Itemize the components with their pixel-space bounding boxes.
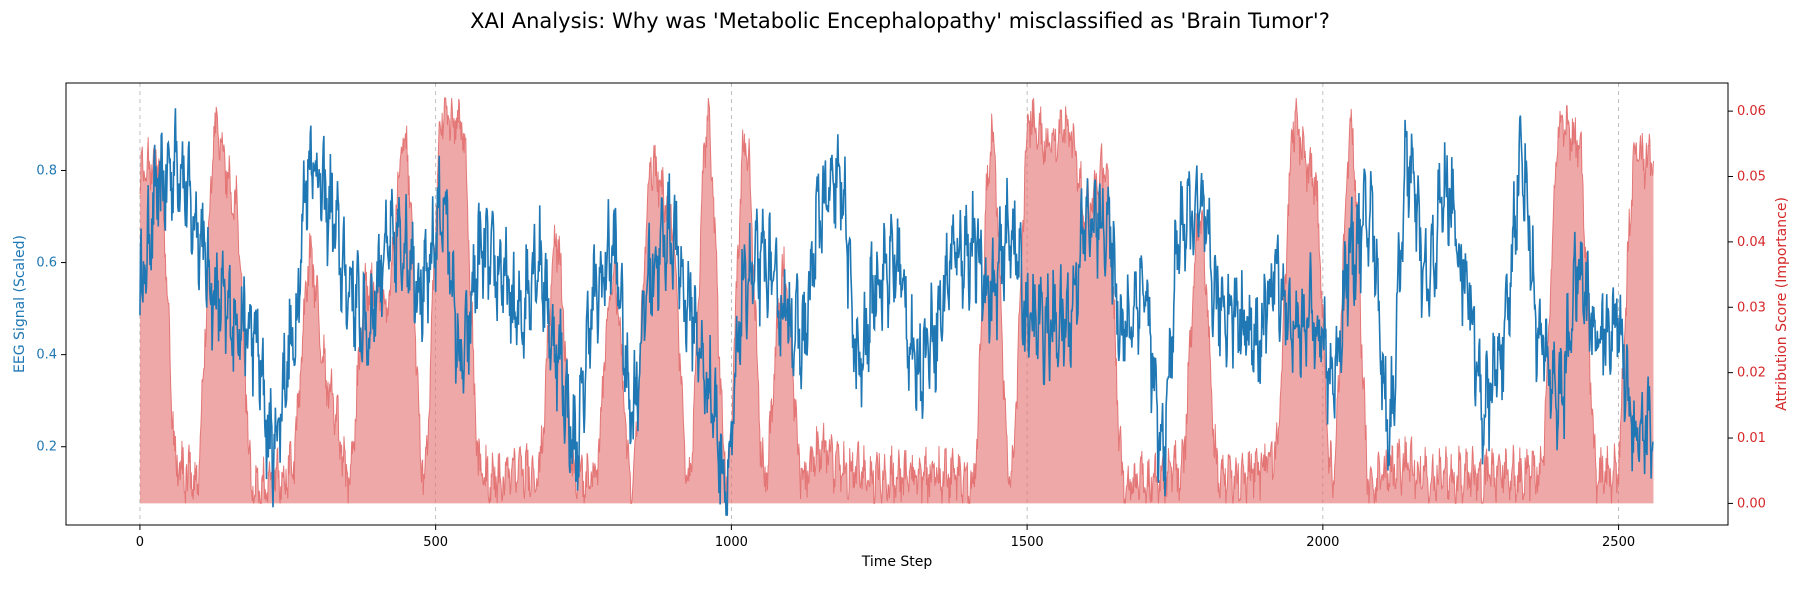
y-axis-right-label: Attribution Score (Importance): [1774, 197, 1790, 411]
y-right-tick-label: 0.02: [1737, 366, 1766, 381]
y-right-tick-label: 0.00: [1737, 496, 1766, 511]
plot-frame: [65, 82, 1729, 526]
chart-title: XAI Analysis: Why was 'Metabolic Encepha…: [470, 9, 1330, 33]
x-tick-label: 1500: [1011, 535, 1044, 550]
attribution-line: [139, 97, 1654, 504]
y-left-tick-label: 0.8: [36, 163, 57, 178]
x-axis-label: Time Step: [861, 554, 933, 570]
eeg-line-series: [139, 108, 1654, 516]
y-left-tick-label: 0.6: [36, 256, 57, 271]
x-tick-label: 0: [136, 535, 144, 550]
eeg-line: [139, 108, 1654, 516]
x-tick-label: 2000: [1306, 535, 1339, 550]
y-axis-left-label: EEG Signal (Scaled): [12, 235, 28, 373]
x-tick-label: 500: [423, 535, 448, 550]
x-tick-label: 2500: [1602, 535, 1635, 550]
y-right-tick-label: 0.01: [1737, 431, 1766, 446]
attribution-area-series: [139, 97, 1654, 504]
y-axis-right: 0.00 0.01 0.02 0.03 0.04 0.05 0.06: [1728, 104, 1766, 511]
y-left-tick-label: 0.2: [36, 440, 57, 455]
y-right-tick-label: 0.06: [1737, 104, 1766, 119]
y-right-tick-label: 0.04: [1737, 235, 1766, 250]
y-right-tick-label: 0.03: [1737, 300, 1766, 315]
x-tick-label: 1000: [715, 535, 748, 550]
x-axis: 0 500 1000 1500 2000 2500: [136, 525, 1635, 550]
y-axis-left: 0.2 0.4 0.6 0.8: [36, 163, 66, 455]
y-left-tick-label: 0.4: [36, 348, 57, 363]
y-right-tick-label: 0.05: [1737, 170, 1766, 185]
